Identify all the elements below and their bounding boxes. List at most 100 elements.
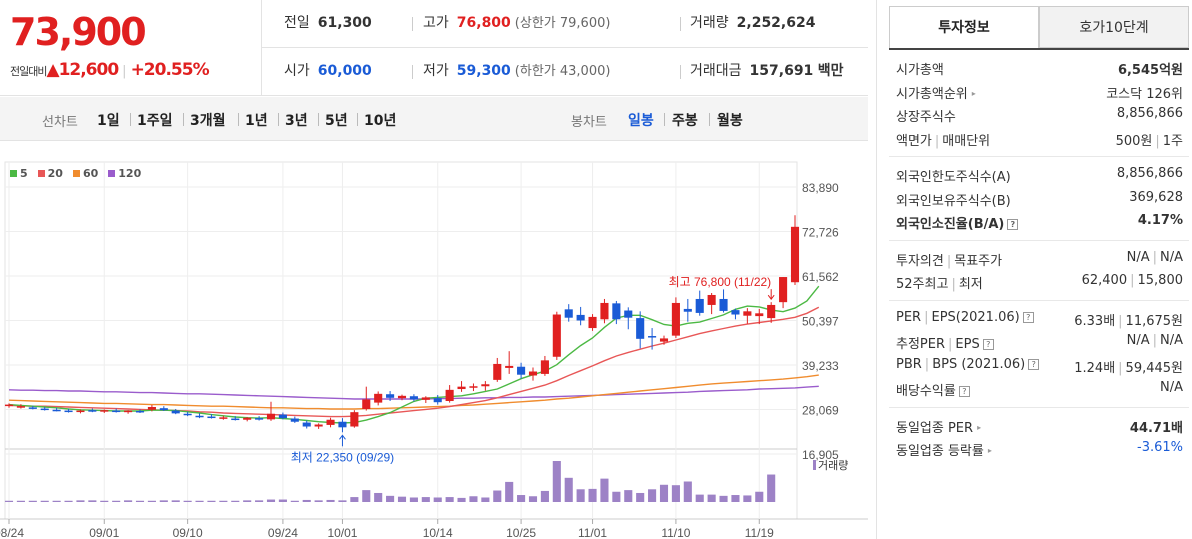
info-key: 시가총액순위 ▸ — [896, 86, 976, 102]
info-section: 시가총액 6,545억원 시가총액순위 ▸ 코스닥 126위 상장주식수 8,856,866… — [889, 50, 1189, 157]
legend-item: 120 — [108, 167, 141, 180]
candle-body — [314, 424, 323, 427]
period-1[interactable]: 1일 — [97, 113, 120, 129]
volume-bar — [314, 500, 323, 502]
volume-bar — [731, 495, 740, 502]
help-icon[interactable]: ? — [1022, 311, 1034, 323]
volume-bar — [397, 496, 407, 502]
legend-swatch — [72, 170, 80, 177]
x-tick-label: 08/24 — [0, 526, 24, 539]
info-value: 62,400 | 15,800 — [1081, 273, 1183, 288]
candle-3[interactable]: 월봉 — [717, 113, 743, 129]
candle-body — [147, 406, 156, 410]
volume-bar — [243, 500, 252, 502]
volume-bar — [338, 500, 347, 502]
candle-2[interactable]: 주봉 — [672, 113, 698, 129]
period-7[interactable]: 10년 — [364, 113, 397, 129]
info-section: 동일업종 PER ▸ 44.71배 동일업종 등락률 ▸ -3.61% — [889, 408, 1189, 467]
volume-bar — [64, 500, 73, 502]
candle-body — [100, 410, 109, 412]
candle-body — [588, 316, 597, 329]
divider — [183, 113, 184, 126]
info-value: 6.33배 | 11,675원 — [1074, 313, 1183, 329]
period-5[interactable]: 3년 — [285, 113, 308, 129]
period-6[interactable]: 5년 — [325, 113, 348, 129]
candle-body — [326, 419, 335, 425]
divider: | — [924, 356, 930, 372]
volume-label: 거래량 — [818, 459, 848, 472]
volume-bar — [124, 500, 133, 502]
candlestick-chart: 83,890 72,726 61,562 50,397 39,233 28,069 16,9… — [0, 161, 868, 539]
period-3[interactable]: 3개월 — [190, 113, 226, 129]
volume-bar — [231, 500, 240, 502]
candle-1[interactable]: 일봉 — [628, 113, 654, 129]
ma-legend: 5 20 60 120 — [10, 167, 151, 180]
candle-body — [600, 302, 609, 320]
divider — [709, 113, 710, 126]
volume-bar — [755, 491, 764, 502]
info-value: 8,856,866 — [1116, 106, 1183, 121]
help-icon[interactable]: ? — [1028, 358, 1040, 370]
legend-item: 60 — [72, 167, 98, 180]
divider — [664, 113, 665, 126]
volume-bar — [409, 497, 418, 502]
candle-body — [695, 298, 704, 313]
caret-right-icon[interactable]: ▸ — [971, 88, 976, 98]
help-icon[interactable]: ? — [1007, 219, 1019, 230]
caret-right-icon[interactable]: ▸ — [977, 422, 982, 432]
info-value: 1.24배 | 59,445원 — [1074, 360, 1183, 376]
tab-invest-info[interactable]: 투자정보 — [889, 6, 1039, 48]
legend-swatch — [10, 170, 17, 177]
candle-body — [576, 314, 585, 321]
divider — [412, 17, 413, 31]
volume-bar — [266, 499, 276, 502]
candle-body — [231, 418, 240, 421]
candle-body — [397, 395, 407, 399]
volume-bar — [171, 500, 180, 502]
y-tick-label: 72,726 — [802, 225, 839, 239]
caret-right-icon[interactable]: ▸ — [987, 446, 992, 455]
volume-bar — [421, 497, 430, 502]
volume-bar — [326, 499, 335, 502]
info-section: 투자의견 | 목표주가 N/A | N/A 52주최고 | 최저 62,400 | 15,800 — [889, 241, 1189, 301]
volume-bar — [88, 500, 97, 502]
tab-orderbook[interactable]: 호가10단계 — [1039, 6, 1189, 48]
info-value: 코스닥 126위 — [1106, 86, 1183, 102]
info-value: 4.17% — [1137, 213, 1183, 228]
info-row: 외국인한도주식수(A) 8,856,866 — [889, 163, 1189, 187]
info-value: 500원 | 1주 — [1115, 133, 1183, 149]
candle-body — [790, 226, 800, 283]
info-value: N/A | N/A — [1126, 249, 1183, 265]
candle-body — [481, 384, 490, 387]
candle-body — [779, 277, 788, 303]
period-4[interactable]: 1년 — [245, 113, 268, 129]
volume-bar — [695, 494, 704, 502]
divider — [318, 113, 319, 126]
candle-body — [171, 410, 180, 414]
volume-bar — [374, 492, 383, 502]
volume-bar — [40, 500, 49, 502]
legend-label: 5 — [20, 167, 28, 180]
period-selector: 선차트 1일 1주일 3개월 1년 3년 5년 10년 봉차트 일봉 주봉 월봉 — [0, 97, 868, 141]
info-key: 추정PER | EPS? — [896, 333, 994, 352]
divider: | — [1130, 273, 1135, 288]
candle-body — [612, 303, 621, 320]
candle-body — [290, 418, 299, 422]
candle-body — [636, 318, 645, 339]
volume-bar — [588, 488, 597, 502]
info-row: 52주최고 | 최저 62,400 | 15,800 — [889, 270, 1189, 294]
volume-bar — [290, 500, 299, 502]
info-value: -3.61% — [1137, 440, 1183, 455]
period-2[interactable]: 1주일 — [137, 113, 173, 129]
help-icon[interactable]: ? — [982, 339, 994, 350]
help-icon[interactable]: ? — [958, 386, 970, 397]
candle-body — [659, 338, 669, 342]
x-tick-label: 11/19 — [745, 526, 774, 539]
ma60-line — [8, 374, 819, 410]
y-tick-label: 50,397 — [802, 315, 839, 329]
y-tick-label: 83,890 — [802, 181, 839, 195]
info-section: PER | EPS(2021.06)? 6.33배 | 11,675원 추정PER | EPS?… — [889, 301, 1189, 408]
candle-body — [386, 394, 395, 398]
volume-bar — [481, 497, 490, 502]
chart-panel: 73,900 전일대비▲12,600 | +20.55% 전일 61,300 고가 76… — [0, 0, 868, 539]
